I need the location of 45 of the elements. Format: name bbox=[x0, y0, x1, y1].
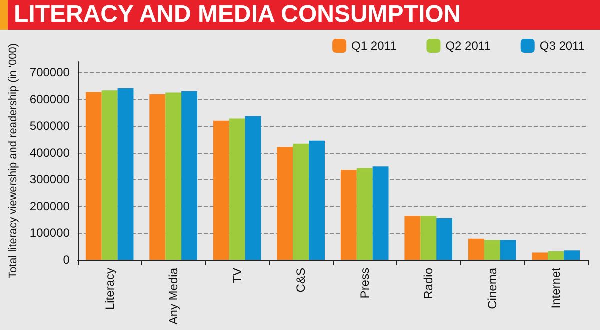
legend-label: Q1 2011 bbox=[352, 39, 398, 53]
x-tick-label: Cinema bbox=[485, 268, 500, 310]
x-tick-label: Internet bbox=[549, 267, 564, 309]
bar bbox=[484, 240, 500, 260]
bar bbox=[436, 218, 453, 260]
legend-label: Q2 2011 bbox=[446, 39, 492, 53]
bar bbox=[500, 240, 516, 260]
legend-label: Q3 2011 bbox=[540, 39, 586, 53]
y-tick-label: 500000 bbox=[30, 119, 70, 134]
bar bbox=[213, 120, 230, 260]
y-tick-label: 100000 bbox=[30, 226, 70, 240]
y-axis-title: Total literacy viewership and readership (in '000) bbox=[8, 43, 20, 279]
bar bbox=[102, 90, 118, 260]
bar bbox=[293, 144, 310, 260]
x-tick-label: Press bbox=[358, 268, 372, 299]
x-tick-label: C&S bbox=[294, 268, 308, 293]
bar bbox=[86, 92, 102, 260]
x-tick-label: Literacy bbox=[102, 268, 117, 310]
x-tick-label: Radio bbox=[422, 268, 436, 300]
bar bbox=[166, 92, 182, 260]
bar bbox=[372, 166, 389, 260]
bar bbox=[118, 88, 134, 260]
y-tick-label: 700000 bbox=[30, 66, 70, 80]
bar bbox=[340, 170, 357, 260]
bar bbox=[564, 250, 580, 260]
bar bbox=[548, 251, 564, 260]
y-tick-label: 300000 bbox=[30, 172, 70, 187]
x-tick-label: Any Media bbox=[166, 268, 181, 325]
bar bbox=[309, 140, 325, 260]
bar bbox=[150, 94, 166, 260]
bar bbox=[420, 216, 437, 260]
bar bbox=[532, 252, 548, 260]
bar bbox=[277, 147, 294, 260]
bar bbox=[404, 216, 421, 260]
x-tick-label: TV bbox=[230, 268, 244, 284]
y-tick-label: 400000 bbox=[30, 146, 70, 160]
bar bbox=[182, 91, 198, 260]
bar bbox=[468, 238, 484, 260]
bar bbox=[356, 168, 373, 260]
chart-title: LITERACY AND MEDIA CONSUMPTION bbox=[0, 0, 600, 30]
y-tick-label: 600000 bbox=[30, 92, 70, 106]
bar bbox=[245, 116, 262, 260]
bar bbox=[229, 118, 246, 260]
y-tick-label: 200000 bbox=[30, 199, 70, 214]
y-tick-label: 0 bbox=[63, 253, 70, 267]
